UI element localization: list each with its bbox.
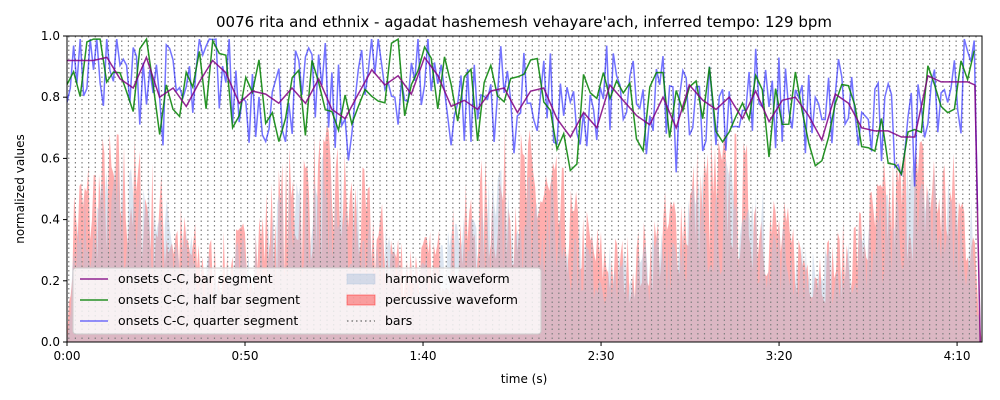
quarter-segment-line — [67, 38, 979, 211]
y-axis-ticks: 0.0 0.2 0.4 0.6 0.8 1.0 — [41, 29, 67, 349]
y-axis-label: normalized values — [13, 134, 27, 244]
x-tick-label: 1:40 — [410, 349, 437, 363]
x-axis-ticks: 0:00 0:50 1:40 2:30 3:20 4:10 — [54, 342, 971, 363]
legend-swatch — [346, 294, 376, 306]
x-tick-label: 4:10 — [944, 349, 971, 363]
x-tick-label: 2:30 — [588, 349, 615, 363]
x-tick-label: 0:50 — [232, 349, 259, 363]
y-tick-label: 1.0 — [41, 29, 60, 43]
legend-label: bars — [385, 313, 412, 328]
chart-title: 0076 rita and ethnix - agadat hashemesh … — [216, 13, 832, 31]
x-tick-label: 3:20 — [766, 349, 793, 363]
y-tick-label: 0.6 — [41, 151, 60, 165]
legend-label: percussive waveform — [385, 292, 518, 307]
legend-label: onsets C-C, half bar segment — [118, 292, 300, 307]
bar-segment-line — [67, 55, 981, 342]
plot-frame — [66, 35, 983, 343]
onset-lines — [67, 37, 981, 342]
half-bar-segment-line — [67, 37, 975, 176]
y-tick-label: 0.0 — [41, 335, 60, 349]
legend-label: harmonic waveform — [385, 271, 510, 286]
legend: onsets C-C, bar segment onsets C-C, half … — [72, 267, 542, 335]
x-axis-label: time (s) — [501, 372, 548, 386]
legend-box — [72, 267, 542, 335]
y-tick-label: 0.8 — [41, 90, 60, 104]
y-tick-label: 0.2 — [41, 274, 60, 288]
legend-label: onsets C-C, quarter segment — [118, 313, 298, 328]
legend-label: onsets C-C, bar segment — [118, 271, 273, 286]
x-tick-label: 0:00 — [54, 349, 81, 363]
y-tick-label: 0.4 — [41, 213, 60, 227]
legend-swatch — [346, 273, 376, 285]
